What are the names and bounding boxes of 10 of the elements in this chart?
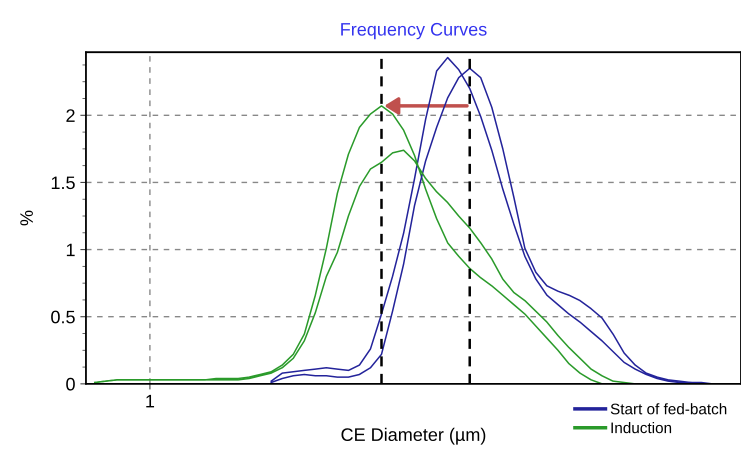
y-axis-title: % xyxy=(20,210,33,226)
x-axis-title: CE Diameter (µm) xyxy=(341,428,486,445)
y-tick-label: 2 xyxy=(66,109,75,122)
y-tick-label: 1.5 xyxy=(52,176,75,190)
chart-title: Frequency Curves xyxy=(341,22,487,40)
y-tick-label: 0.5 xyxy=(51,310,75,324)
y-tick-label: 1 xyxy=(66,244,75,256)
y-tick-label: 0 xyxy=(66,378,75,391)
legend-label: Induction xyxy=(611,422,672,434)
legend-label: Start of fed-batch xyxy=(610,403,726,414)
